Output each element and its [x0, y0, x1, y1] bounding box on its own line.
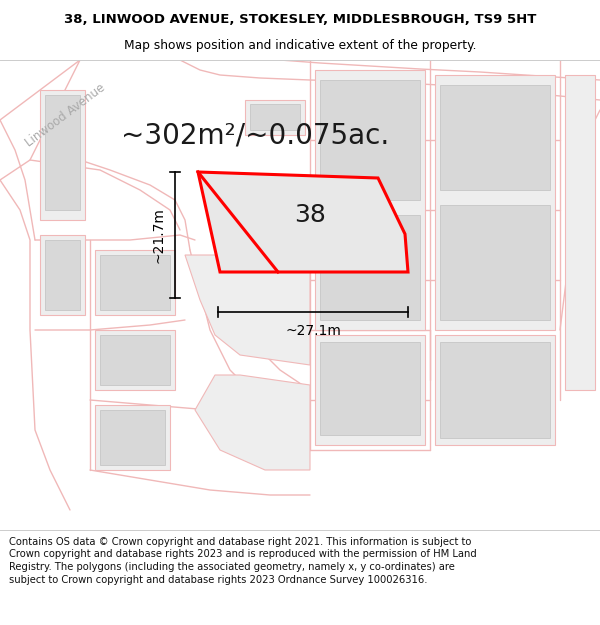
Polygon shape: [100, 255, 170, 310]
Text: Linwood Avenue: Linwood Avenue: [23, 81, 107, 149]
Polygon shape: [100, 335, 170, 385]
Polygon shape: [245, 100, 305, 135]
Polygon shape: [95, 405, 170, 470]
Polygon shape: [320, 215, 420, 320]
Text: 38, LINWOOD AVENUE, STOKESLEY, MIDDLESBROUGH, TS9 5HT: 38, LINWOOD AVENUE, STOKESLEY, MIDDLESBR…: [64, 12, 536, 26]
Polygon shape: [440, 205, 550, 320]
Polygon shape: [435, 75, 555, 330]
Polygon shape: [195, 375, 310, 470]
Polygon shape: [220, 182, 355, 245]
Polygon shape: [320, 342, 420, 435]
Polygon shape: [315, 335, 425, 445]
Polygon shape: [40, 90, 85, 220]
Polygon shape: [440, 85, 550, 190]
Text: 38: 38: [294, 203, 326, 227]
Text: Contains OS data © Crown copyright and database right 2021. This information is : Contains OS data © Crown copyright and d…: [9, 537, 477, 585]
Polygon shape: [40, 235, 85, 315]
Polygon shape: [95, 330, 175, 390]
Polygon shape: [565, 75, 595, 390]
Text: ~302m²/~0.075ac.: ~302m²/~0.075ac.: [121, 121, 389, 149]
Polygon shape: [440, 342, 550, 438]
Polygon shape: [95, 250, 175, 315]
Text: ~21.7m: ~21.7m: [151, 207, 165, 263]
Polygon shape: [435, 335, 555, 445]
Text: ~27.1m: ~27.1m: [285, 324, 341, 338]
Polygon shape: [185, 255, 310, 365]
Polygon shape: [250, 104, 300, 130]
Polygon shape: [320, 80, 420, 200]
Polygon shape: [198, 172, 408, 272]
Polygon shape: [100, 410, 165, 465]
Polygon shape: [45, 95, 80, 210]
Text: Map shows position and indicative extent of the property.: Map shows position and indicative extent…: [124, 39, 476, 51]
Polygon shape: [45, 240, 80, 310]
Polygon shape: [315, 70, 425, 330]
